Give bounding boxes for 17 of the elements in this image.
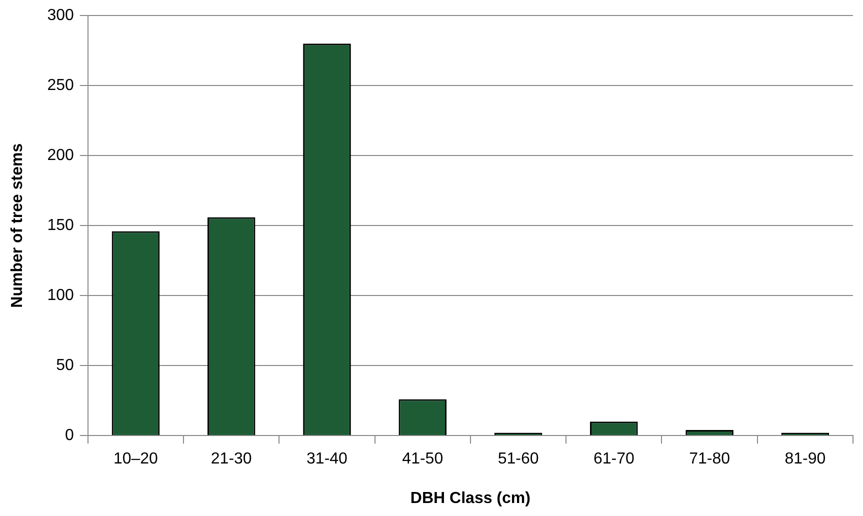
x-tick-label: 81-90 xyxy=(784,450,826,468)
y-tick-label: 0 xyxy=(64,427,74,444)
x-axis-title: DBH Class (cm) xyxy=(410,490,530,507)
y-axis-title: Number of tree stems xyxy=(9,143,26,308)
x-tick-label: 71-80 xyxy=(689,450,730,468)
x-tick-label: 10–20 xyxy=(113,450,158,468)
y-tick-label: 50 xyxy=(56,357,74,374)
x-tick-label: 21-30 xyxy=(210,450,252,468)
y-tick-label: 300 xyxy=(47,7,74,24)
x-tick-label: 61-70 xyxy=(593,450,634,468)
x-tick-label: 31-40 xyxy=(306,450,348,468)
y-tick-label: 100 xyxy=(47,287,74,304)
y-tick-label: 150 xyxy=(47,217,74,234)
x-tick-label: 41-50 xyxy=(402,450,444,468)
x-tick-label: 51-60 xyxy=(498,450,539,468)
y-tick-label: 200 xyxy=(47,147,74,164)
y-tick-label: 250 xyxy=(47,77,74,94)
